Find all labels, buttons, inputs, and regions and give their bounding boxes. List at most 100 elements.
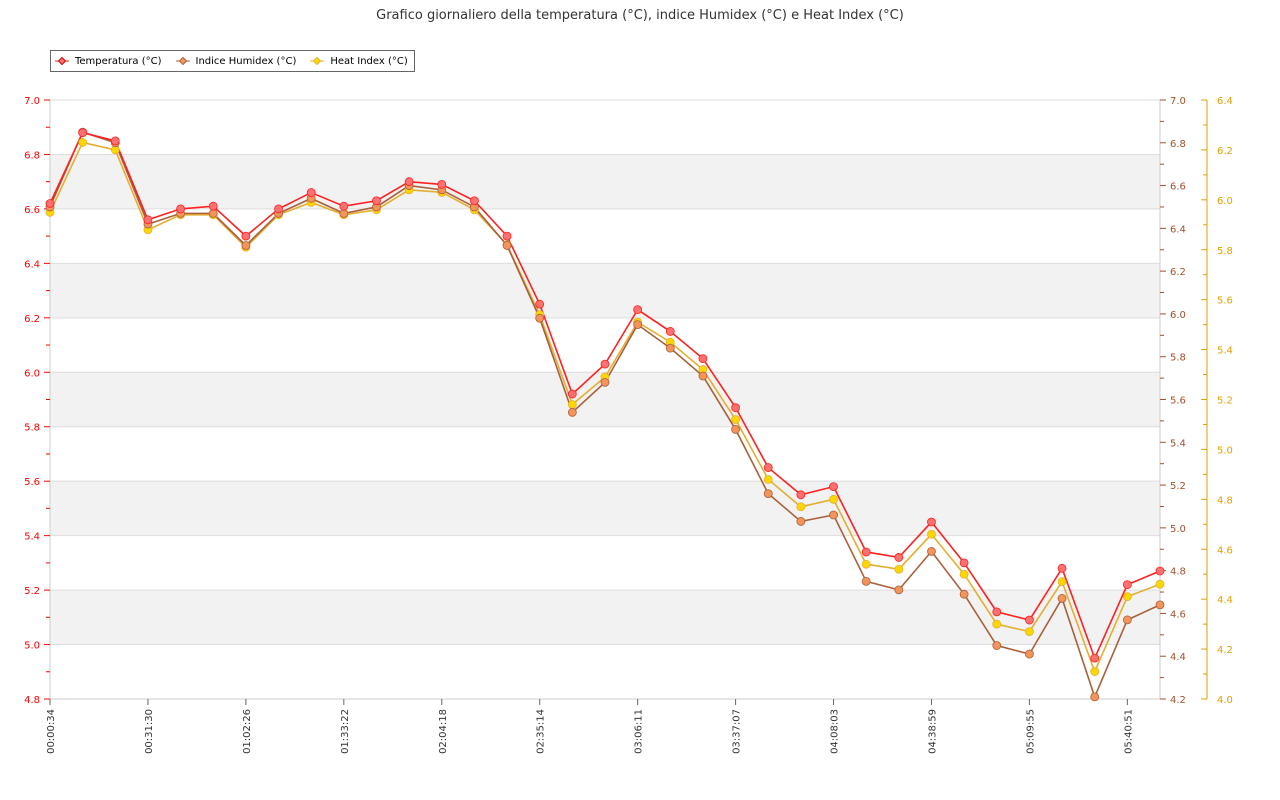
right2-tick-label: 4.6: [1217, 545, 1233, 556]
x-tick-label: 05:40:51: [1123, 709, 1134, 754]
data-point-2: [861, 559, 871, 569]
data-point-1: [763, 489, 773, 499]
legend-label: Indice Humidex (°C): [195, 55, 297, 67]
right2-tick-label: 5.2: [1217, 396, 1233, 407]
left-tick-label: 6.8: [24, 150, 40, 161]
left-tick-label: 5.6: [24, 477, 40, 488]
data-point-1: [665, 343, 675, 353]
left-tick-label: 6.6: [24, 205, 40, 216]
data-point-0: [1155, 566, 1165, 576]
x-tick-label: 00:31:30: [144, 709, 155, 754]
left-tick-label: 4.8: [24, 695, 40, 706]
right2-tick-label: 4.4: [1217, 595, 1233, 606]
data-point-0: [143, 215, 153, 225]
data-point-0: [796, 490, 806, 500]
right2-tick-label: 4.8: [1217, 495, 1233, 506]
data-point-0: [110, 136, 120, 146]
x-tick-label: 00:00:34: [46, 709, 57, 754]
data-point-1: [535, 313, 545, 323]
data-point-1: [861, 576, 871, 586]
legend-item-humidex[interactable]: Indice Humidex (°C): [175, 55, 297, 67]
data-point-0: [567, 389, 577, 399]
data-point-0: [208, 201, 218, 211]
right1-tick-label: 5.6: [1170, 396, 1186, 407]
right1-tick-label: 4.8: [1170, 567, 1186, 578]
right1-tick-label: 5.0: [1170, 524, 1186, 535]
left-tick-label: 7.0: [24, 96, 40, 107]
data-point-2: [927, 529, 936, 539]
data-point-0: [339, 201, 349, 211]
right2-tick-label: 5.0: [1217, 445, 1233, 456]
data-point-1: [796, 517, 806, 526]
x-tick-label: 04:08:03: [830, 709, 841, 754]
right1-tick-label: 5.4: [1170, 438, 1186, 449]
right1-tick-label: 4.6: [1170, 609, 1186, 620]
data-point-1: [567, 407, 577, 417]
grid-band: [50, 590, 1160, 645]
data-point-1: [600, 377, 610, 387]
data-point-2: [992, 619, 1002, 629]
right1-tick-label: 6.2: [1170, 267, 1186, 278]
data-point-0: [698, 354, 708, 364]
data-point-2: [1090, 667, 1100, 676]
grid-band: [50, 263, 1160, 318]
data-point-2: [567, 400, 577, 409]
x-tick-label: 02:35:14: [536, 709, 547, 754]
data-point-2: [829, 494, 838, 504]
data-point-1: [1025, 649, 1034, 659]
data-point-1: [1122, 615, 1132, 625]
x-tick-label: 02:04:18: [438, 709, 449, 754]
left-tick-label: 6.2: [24, 314, 40, 325]
left-tick-label: 5.8: [24, 423, 40, 434]
right2-tick-label: 5.4: [1217, 346, 1233, 357]
data-point-2: [1057, 577, 1067, 587]
right2-tick-label: 6.0: [1217, 196, 1233, 207]
legend-label: Heat Index (°C): [330, 55, 408, 67]
data-point-1: [992, 641, 1002, 650]
data-point-0: [535, 299, 545, 309]
data-point-0: [78, 128, 88, 138]
legend-label: Temperatura (°C): [75, 55, 162, 67]
data-point-1: [241, 241, 251, 250]
right1-tick-label: 5.2: [1170, 481, 1186, 492]
right1-tick-label: 4.4: [1170, 652, 1186, 663]
data-point-0: [437, 180, 447, 189]
data-point-0: [633, 305, 643, 315]
data-point-1: [959, 589, 969, 599]
x-tick-label: 03:06:11: [634, 709, 645, 754]
data-point-0: [502, 231, 512, 241]
left-tick-label: 6.0: [24, 368, 40, 379]
data-point-0: [731, 403, 740, 413]
data-point-0: [306, 188, 316, 197]
data-point-2: [78, 138, 88, 147]
legend-item-heat-index[interactable]: Heat Index (°C): [310, 55, 408, 67]
x-tick-label: 01:02:26: [242, 709, 253, 754]
right1-tick-label: 6.0: [1170, 310, 1186, 321]
data-point-1: [927, 546, 936, 556]
left-tick-label: 5.2: [24, 586, 40, 597]
data-point-0: [1090, 653, 1100, 663]
data-point-1: [731, 425, 740, 434]
grid-band: [50, 154, 1160, 209]
right1-tick-label: 7.0: [1170, 96, 1186, 107]
right2-tick-label: 4.0: [1217, 695, 1233, 706]
data-point-0: [404, 177, 414, 187]
data-point-0: [241, 231, 251, 241]
data-point-2: [1155, 579, 1165, 589]
data-point-2: [894, 564, 904, 574]
right1-tick-label: 6.4: [1170, 224, 1186, 235]
data-point-1: [894, 585, 904, 595]
right1-tick-label: 6.6: [1170, 182, 1186, 193]
x-tick-label: 01:33:22: [340, 709, 351, 754]
right1-tick-label: 4.2: [1170, 695, 1186, 706]
data-point-0: [176, 204, 185, 214]
right2-tick-label: 6.4: [1217, 96, 1233, 107]
data-point-0: [927, 517, 936, 527]
data-point-2: [763, 474, 773, 484]
data-point-1: [502, 241, 512, 250]
data-point-1: [698, 371, 708, 381]
legend-item-temperatura[interactable]: Temperatura (°C): [55, 56, 162, 67]
left-tick-label: 6.4: [24, 259, 40, 270]
